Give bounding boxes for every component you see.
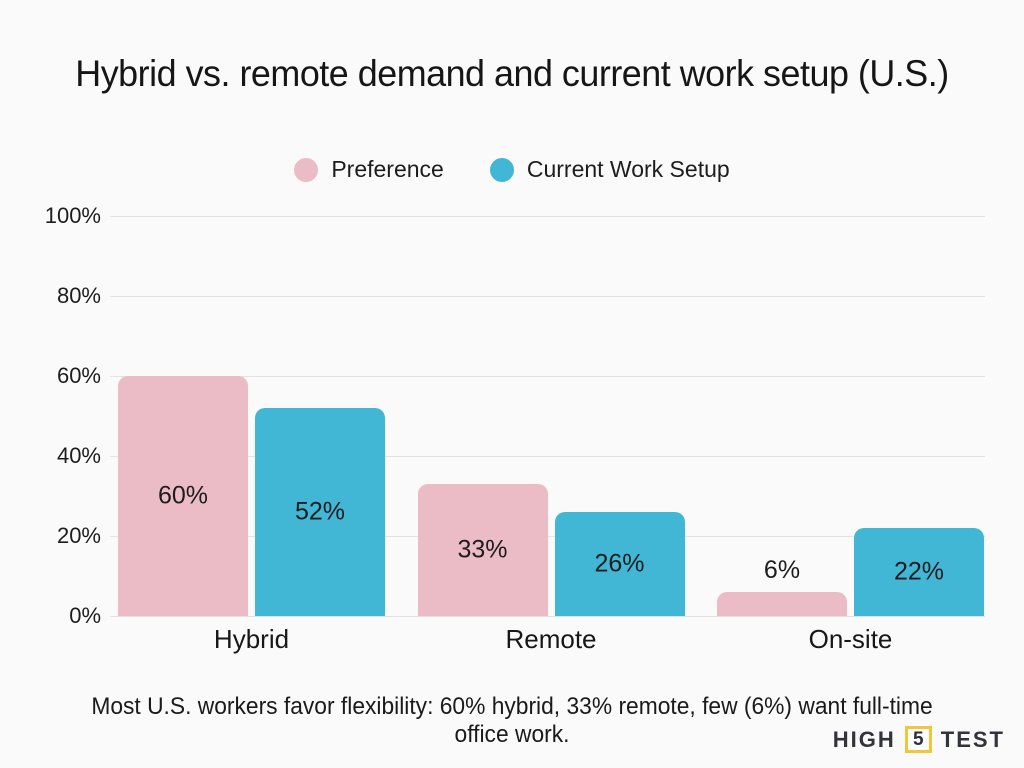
gridline	[110, 615, 985, 617]
y-tick-label: 80%	[56, 283, 101, 308]
y-tick-label: 40%	[56, 443, 101, 468]
y-tick-label: 100%	[44, 203, 101, 228]
y-tick-label: 20%	[56, 523, 101, 548]
legend-label-preference: Preference	[331, 156, 444, 182]
bar-value-label: 6%	[763, 556, 801, 584]
x-axis: Hybrid Remote On-site	[118, 624, 984, 655]
gridline	[110, 215, 985, 217]
preference-swatch-icon	[294, 157, 319, 182]
high5test-logo: HIGH 5 TEST	[833, 726, 1005, 753]
plot-area: 60% 52% 33% 26% 6% 22%	[118, 216, 984, 616]
bar-value-label: 22%	[893, 557, 945, 586]
bar-group-hybrid: 60% 52%	[118, 216, 385, 616]
bar-remote-current-work-setup: 26%	[554, 512, 685, 616]
gridline	[110, 455, 985, 457]
logo-word-test: TEST	[940, 726, 1005, 752]
gridline	[110, 295, 985, 297]
bar-group-remote: 33% 26%	[417, 216, 685, 616]
bar-on-site-preference: 6%	[717, 556, 847, 616]
logo-five-box-icon: 5	[904, 726, 932, 753]
chart-title: Hybrid vs. remote demand and current wor…	[75, 53, 949, 94]
bar-group-on-site: 6% 22%	[717, 216, 984, 616]
gridline	[110, 535, 985, 537]
bar-value-label: 26%	[594, 549, 645, 578]
x-tick-label-on-site: On-site	[808, 624, 893, 654]
y-tick-label: 60%	[56, 363, 101, 388]
bar-remote-preference: 33%	[417, 484, 548, 616]
bar-value-label: 60%	[157, 481, 209, 510]
bar-value-label: 52%	[294, 497, 346, 526]
current-work-setup-swatch-icon	[489, 157, 514, 182]
logo-word-high: HIGH	[832, 726, 896, 752]
legend-label-current-work-setup: Current Work Setup	[526, 156, 730, 182]
bar-value-label: 33%	[457, 535, 508, 564]
bar-on-site-current-work-setup: 22%	[854, 528, 984, 616]
bar-hybrid-current-work-setup: 52%	[255, 408, 385, 616]
y-tick-label: 0%	[69, 603, 101, 628]
x-tick-label-remote: Remote	[505, 624, 597, 654]
legend-item-current-work-setup: Current Work Setup	[489, 156, 730, 183]
bar-hybrid-preference: 60%	[118, 376, 248, 616]
bar-chart: 100% 80% 60% 40% 20% 0% 60% 52% 33% 26% 6% 22% Hyb…	[45, 203, 985, 654]
chart-caption: Most U.S. workers favor flexibility: 60%…	[91, 693, 933, 749]
legend-item-preference: Preference	[294, 156, 444, 183]
x-tick-label-hybrid: Hybrid	[213, 624, 290, 654]
gridline	[110, 375, 985, 377]
legend: Preference Current Work Setup	[0, 156, 1024, 183]
